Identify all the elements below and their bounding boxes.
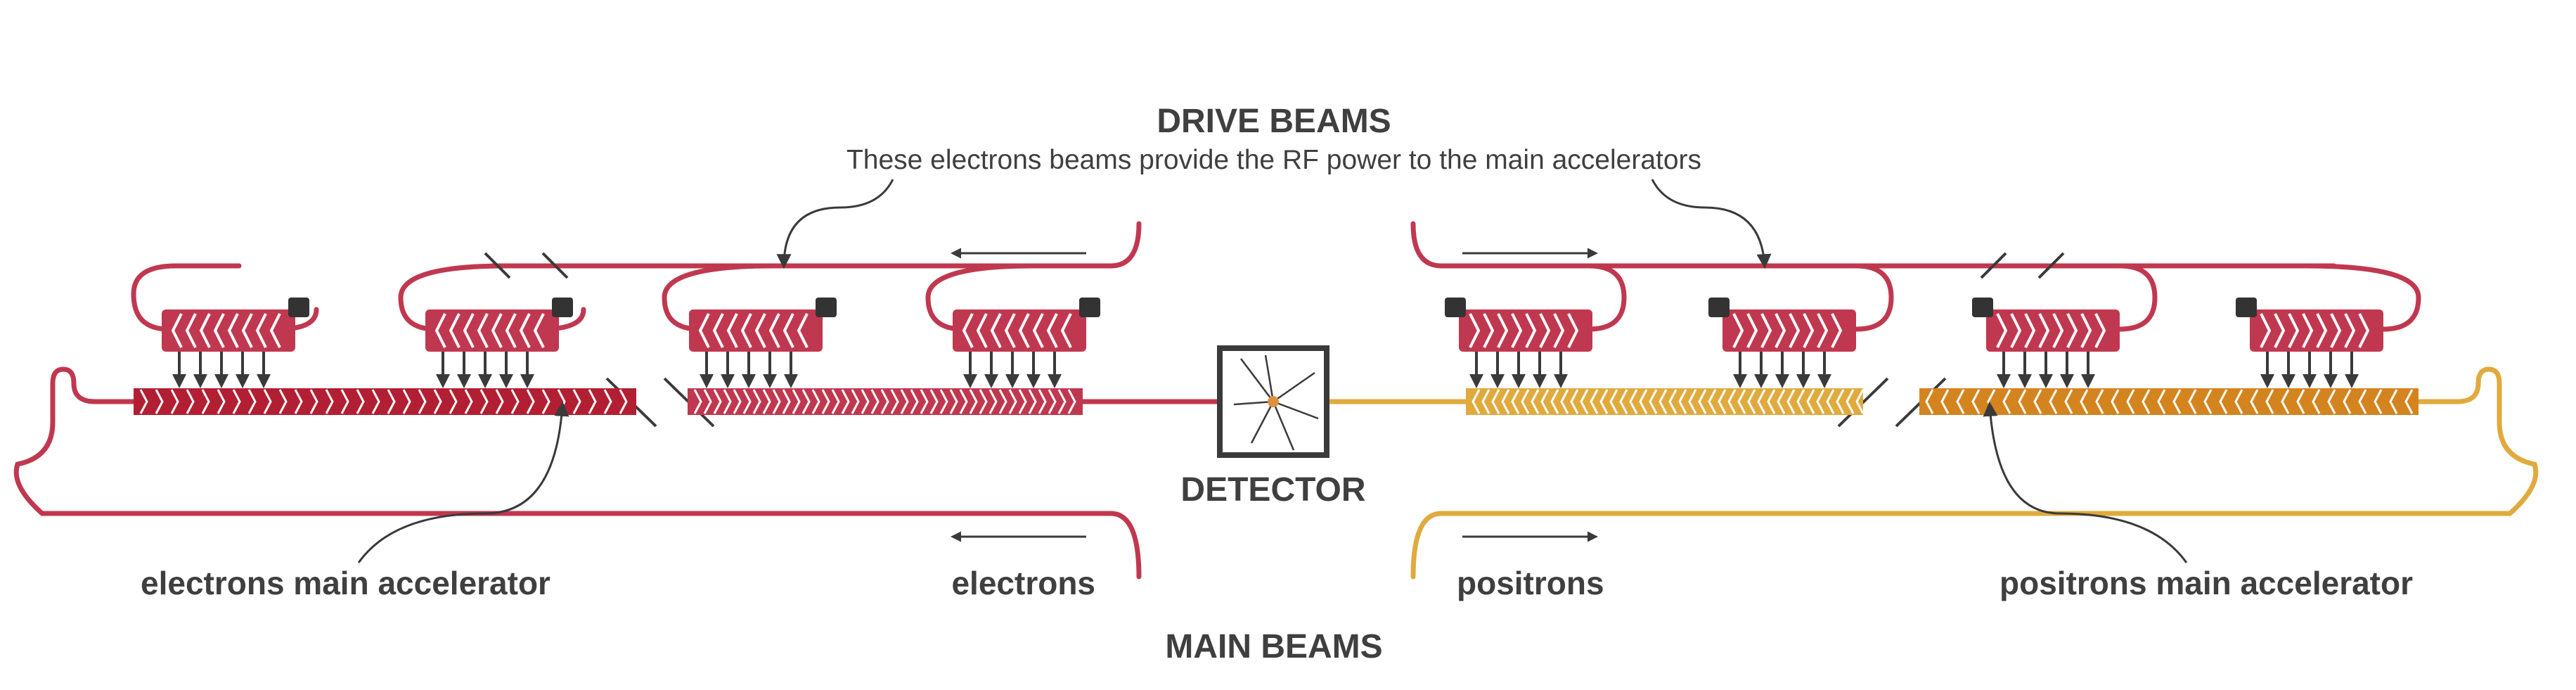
electron-linac-section-2-body — [688, 388, 1083, 415]
decelerator-left-2 — [425, 298, 573, 388]
drive-beam-right — [1410, 221, 2421, 332]
positrons-main-accelerator-label: positrons main accelerator — [1999, 565, 2413, 601]
positron-linac-section-2 — [1919, 388, 2419, 415]
decelerator-left-1-chevrons — [171, 313, 281, 348]
decelerator-left-4 — [953, 298, 1100, 388]
decelerator-left-3-chevrons — [698, 313, 809, 348]
decelerator-right-3-chevrons — [1996, 313, 2106, 348]
electron-linac-section-1 — [134, 388, 636, 415]
decelerator-left-1 — [162, 298, 309, 388]
decelerator-right-4 — [2236, 298, 2383, 388]
decelerator-right-1-chevrons — [1469, 313, 1579, 348]
decelerator-right-2-coupler — [1708, 298, 1730, 317]
decelerator-left-4-chevrons — [962, 313, 1072, 348]
drive-beam-break-marks — [484, 252, 2065, 279]
decelerator-left-2-coupler — [552, 298, 573, 317]
positron-accelerator-callout — [1983, 401, 2188, 563]
positron-linac-section-1-chevrons — [1471, 389, 1865, 414]
detector-label: DETECTOR — [1180, 471, 1365, 509]
positron-main-beam-loop — [1326, 366, 2539, 580]
decelerator-right-1 — [1445, 298, 1592, 388]
decelerator-left-4-coupler — [1079, 298, 1100, 317]
drive-beams-title: DRIVE BEAMS — [1157, 103, 1391, 140]
drive-beams-subtitle: These electrons beams provide the RF pow… — [846, 145, 1701, 175]
main-beams-label: MAIN BEAMS — [1165, 628, 1382, 665]
decelerator-right-4-coupler — [2236, 298, 2257, 317]
electron-linac-section-2 — [688, 388, 1083, 415]
positron-linac-section-2-chevrons — [1925, 389, 2414, 414]
decelerator-left-3-coupler — [816, 298, 837, 317]
collision-burst-icon — [1233, 354, 1319, 451]
positrons-label: positrons — [1457, 565, 1604, 601]
decelerator-left-1-coupler — [288, 298, 309, 317]
electrons-main-accelerator-label: electrons main accelerator — [141, 565, 550, 601]
positron-linac-section-1 — [1466, 388, 1865, 415]
decelerator-right-4-chevrons — [2260, 313, 2370, 348]
decelerator-left-2-chevrons — [434, 313, 545, 348]
electron-linac-section-1-chevrons — [139, 389, 628, 414]
drive-callout-right — [1651, 179, 1772, 269]
main-linacs — [134, 388, 2419, 415]
decelerator-right-1-coupler — [1445, 298, 1466, 317]
electron-main-beam-loop — [13, 366, 1223, 580]
decelerator-right-3-coupler — [1972, 298, 1993, 317]
detector — [1217, 345, 1329, 458]
decelerator-right-2-chevrons — [1732, 313, 1843, 348]
decelerator-right-2 — [1708, 298, 1856, 388]
electrons-label: electrons — [951, 565, 1095, 601]
electron-linac-section-2-chevrons — [693, 389, 1076, 414]
drive-callout-left — [776, 179, 894, 269]
collision-point — [1268, 396, 1279, 407]
drive-beam-decelerators — [162, 298, 2383, 388]
decelerator-left-3 — [689, 298, 837, 388]
electron-linac-section-1-body — [134, 388, 636, 415]
electron-accelerator-callout — [357, 401, 569, 563]
decelerator-right-3 — [1972, 298, 2120, 388]
